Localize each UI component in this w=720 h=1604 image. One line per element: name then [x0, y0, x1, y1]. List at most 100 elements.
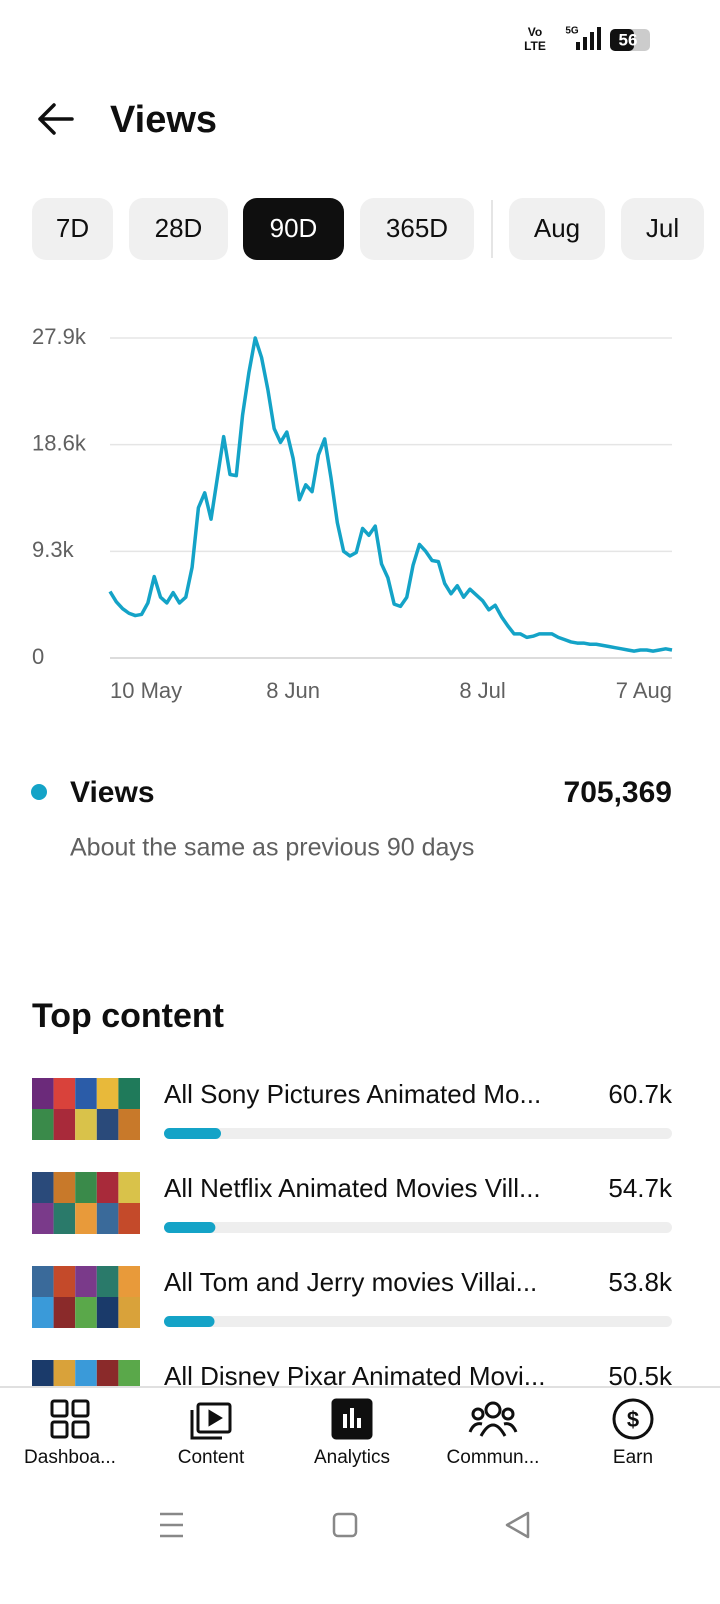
tab[interactable] — [243, 198, 344, 260]
thumbnail-tile — [53, 1266, 76, 1297]
signal-icon — [576, 27, 601, 50]
thumbnail-tile — [32, 1203, 54, 1234]
tab[interactable] — [32, 198, 113, 260]
y-tick-label: 18.6k — [32, 430, 87, 455]
tabs: 7D 28D 90D 365D Aug Jul — [32, 198, 704, 260]
content-title: All Netflix Animated Movies Vill... — [164, 1173, 541, 1203]
x-tick-label: 10 May — [110, 678, 182, 703]
thumbnail-tile — [96, 1078, 119, 1109]
thumbnail-tile — [118, 1297, 140, 1328]
content-title: All Sony Pictures Animated Mo... — [164, 1079, 541, 1109]
thumbnail-tile — [53, 1203, 76, 1234]
thumbnail-tile — [96, 1109, 119, 1140]
tab[interactable] — [621, 198, 704, 260]
tab-label: 90D — [270, 213, 318, 243]
nav-label[interactable]: Dashboa... — [24, 1447, 116, 1468]
thumbnail-tile — [53, 1109, 76, 1140]
thumbnail-tile — [75, 1297, 97, 1328]
content-views: 54.7k — [608, 1173, 673, 1203]
y-tick-label: 0 — [32, 644, 44, 669]
progress-track — [164, 1128, 672, 1139]
content-views: 53.8k — [608, 1267, 673, 1297]
legend-label: Views — [70, 776, 155, 809]
thumbnail-tile — [75, 1109, 97, 1140]
content-title: All Tom and Jerry movies Villai... — [164, 1267, 537, 1297]
thumbnail-tile — [53, 1360, 76, 1391]
nav-label[interactable]: Content — [178, 1447, 245, 1468]
thumbnail-tile — [118, 1109, 140, 1140]
tab-label: Jul — [646, 213, 679, 243]
total-views: 705,369 — [564, 776, 672, 809]
thumbnail-tile — [118, 1360, 140, 1391]
battery-level — [610, 29, 634, 51]
volte: Vo — [528, 25, 542, 39]
thumbnail-tile — [32, 1266, 54, 1297]
thumbnail-tile — [118, 1172, 140, 1203]
line-series — [108, 336, 673, 653]
volte: LTE — [524, 39, 546, 53]
tab[interactable] — [509, 198, 605, 260]
page-title: Views — [110, 99, 217, 141]
x-tick-label: 7 Aug — [616, 678, 672, 703]
thumbnail-tile — [75, 1172, 97, 1203]
system-nav — [160, 1511, 530, 1539]
thumbnail[interactable] — [32, 1078, 140, 1140]
thumbnail[interactable] — [32, 1172, 140, 1234]
content-title: All Disney Pixar Animated Movi... — [164, 1361, 545, 1391]
battery-text: 56 — [619, 30, 638, 49]
thumbnail-tile — [96, 1297, 119, 1328]
tab[interactable] — [360, 198, 474, 260]
thumbnail-tile — [118, 1266, 140, 1297]
content-views: 60.7k — [608, 1079, 673, 1109]
thumbnail-tile — [32, 1297, 54, 1328]
thumbnail-tile — [75, 1360, 97, 1391]
thumbnail-tile — [118, 1203, 140, 1234]
chart: 0 9.3k 18.6k 27.9k 10 May 8 Jun 8 Jul 7 Aug — [32, 324, 673, 703]
thumbnail-tile — [32, 1360, 54, 1391]
comparison-note: About the same as previous 90 days — [70, 834, 474, 862]
tab-label: 365D — [386, 213, 448, 243]
thumbnail-tile — [32, 1078, 54, 1109]
tab[interactable] — [129, 198, 228, 260]
y-tick-label: 27.9k — [32, 324, 87, 349]
content-views: 50.5k — [608, 1361, 673, 1391]
thumbnail-tile — [53, 1172, 76, 1203]
back-button[interactable] — [38, 103, 74, 135]
progress-bar — [164, 1222, 216, 1233]
nav-label[interactable]: Analytics — [314, 1447, 390, 1468]
section-title: Top content — [32, 997, 224, 1035]
dollar-icon: $ — [627, 1407, 639, 1432]
nav-label[interactable]: Earn — [613, 1447, 653, 1468]
home-button[interactable] — [332, 1512, 358, 1538]
progress-bar — [164, 1316, 215, 1327]
nav-icons — [50, 1398, 654, 1440]
thumbnail-tile — [75, 1078, 97, 1109]
legend-dot — [31, 784, 47, 800]
progress-track — [164, 1316, 672, 1327]
analytics-icon-bars — [343, 1408, 361, 1428]
thumbnail-tile — [96, 1172, 119, 1203]
thumbnail-tile — [53, 1078, 76, 1109]
tab-label: 7D — [56, 213, 89, 243]
back-system-button[interactable] — [505, 1511, 530, 1539]
thumbnail-tile — [96, 1360, 119, 1391]
thumbnail-tile — [75, 1203, 97, 1234]
nav-label[interactable]: Commun... — [447, 1447, 540, 1468]
nav-labels: Dashboa... Content Analytics Commun... Earn — [24, 1447, 653, 1468]
thumbnail-tile — [118, 1078, 140, 1109]
menu-button[interactable] — [160, 1512, 183, 1538]
progress-bar — [164, 1128, 221, 1139]
thumbnail-tile — [75, 1266, 97, 1297]
y-tick-label: 9.3k — [32, 537, 75, 562]
progress-track — [164, 1222, 672, 1233]
network: 5G — [565, 26, 579, 37]
tab-label: 28D — [155, 213, 203, 243]
tab-label: Aug — [534, 213, 580, 243]
top-content-list: All Sony Pictures Animated Mo... 60.7k All… — [32, 1078, 673, 1422]
thumbnail-tile — [32, 1109, 54, 1140]
thumbnail[interactable] — [32, 1266, 140, 1328]
thumbnail-tile — [96, 1203, 119, 1234]
